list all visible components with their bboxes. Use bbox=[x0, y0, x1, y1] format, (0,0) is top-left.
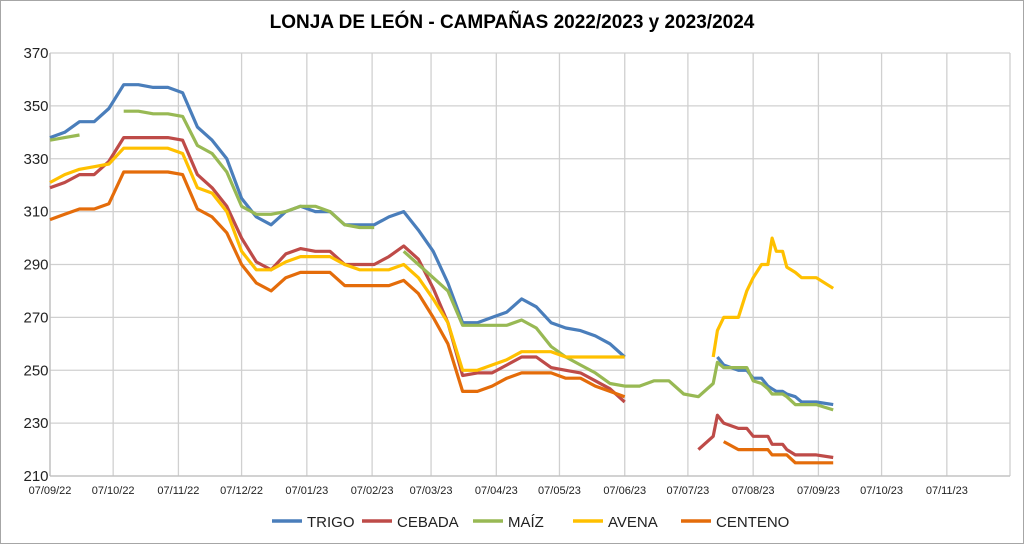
series-line-cebada bbox=[49, 136, 626, 404]
y-tick-label: 230 bbox=[23, 415, 48, 432]
x-tick-label: 07/04/23 bbox=[475, 485, 518, 497]
y-tick-label: 330 bbox=[23, 151, 48, 168]
chart-title: LONJA DE LEÓN - CAMPAÑAS 2022/2023 y 202… bbox=[270, 11, 755, 33]
y-tick-label: 210 bbox=[23, 468, 48, 485]
x-axis: 07/09/22 07/10/22 07/11/22 07/12/22 07/01/23… bbox=[29, 475, 1010, 497]
x-tick-label: 07/05/23 bbox=[538, 485, 581, 497]
legend-item-cebada: CEBADA bbox=[362, 514, 459, 531]
series-line-maíz bbox=[402, 250, 834, 412]
x-tick-label: 07/03/23 bbox=[410, 485, 453, 497]
series-line-cebada bbox=[697, 413, 834, 460]
legend-item-maíz: MAÍZ bbox=[473, 514, 544, 531]
series-line-centeno bbox=[722, 440, 834, 465]
y-axis: 210 230 250 270 290 310 330 350 370 bbox=[23, 45, 51, 485]
y-tick-label: 310 bbox=[23, 204, 48, 221]
y-tick-label: 370 bbox=[23, 45, 48, 62]
x-tick-label: 07/10/22 bbox=[92, 485, 135, 497]
legend-label: CEBADA bbox=[397, 514, 459, 531]
legend-label: AVENA bbox=[608, 514, 658, 531]
series-line-trigo bbox=[49, 83, 626, 359]
y-tick-label: 350 bbox=[23, 98, 48, 115]
x-tick-label: 07/09/22 bbox=[29, 485, 72, 497]
x-tick-label: 07/09/23 bbox=[797, 485, 840, 497]
series-line-centeno bbox=[49, 170, 626, 399]
legend-label: TRIGO bbox=[307, 514, 355, 531]
x-tick-label: 07/01/23 bbox=[285, 485, 328, 497]
series-line-maíz bbox=[123, 109, 375, 230]
series-lines bbox=[49, 83, 835, 465]
y-tick-label: 270 bbox=[23, 309, 48, 326]
legend-label: MAÍZ bbox=[508, 514, 544, 531]
x-tick-label: 07/02/23 bbox=[351, 485, 394, 497]
x-tick-label: 07/10/23 bbox=[860, 485, 903, 497]
legend-item-trigo: TRIGO bbox=[272, 514, 355, 531]
x-tick-label: 07/08/23 bbox=[732, 485, 775, 497]
series-line-trigo bbox=[716, 356, 834, 407]
series-line-avena bbox=[711, 236, 835, 358]
legend-item-avena: AVENA bbox=[573, 514, 658, 531]
series-line-avena bbox=[49, 146, 625, 372]
x-tick-label: 07/11/22 bbox=[157, 485, 199, 497]
y-tick-label: 250 bbox=[23, 362, 48, 379]
x-tick-label: 07/06/23 bbox=[603, 485, 646, 497]
x-tick-label: 07/07/23 bbox=[666, 485, 709, 497]
x-tick-label: 07/12/22 bbox=[220, 485, 263, 497]
legend-item-centeno: CENTENO bbox=[681, 514, 789, 531]
x-tick-label: 07/11/23 bbox=[926, 485, 968, 497]
legend-label: CENTENO bbox=[716, 514, 789, 531]
legend: TRIGO CEBADA MAÍZ AVENA CENTENO bbox=[272, 514, 789, 531]
series-line-maíz bbox=[49, 133, 80, 142]
y-tick-label: 290 bbox=[23, 257, 48, 274]
